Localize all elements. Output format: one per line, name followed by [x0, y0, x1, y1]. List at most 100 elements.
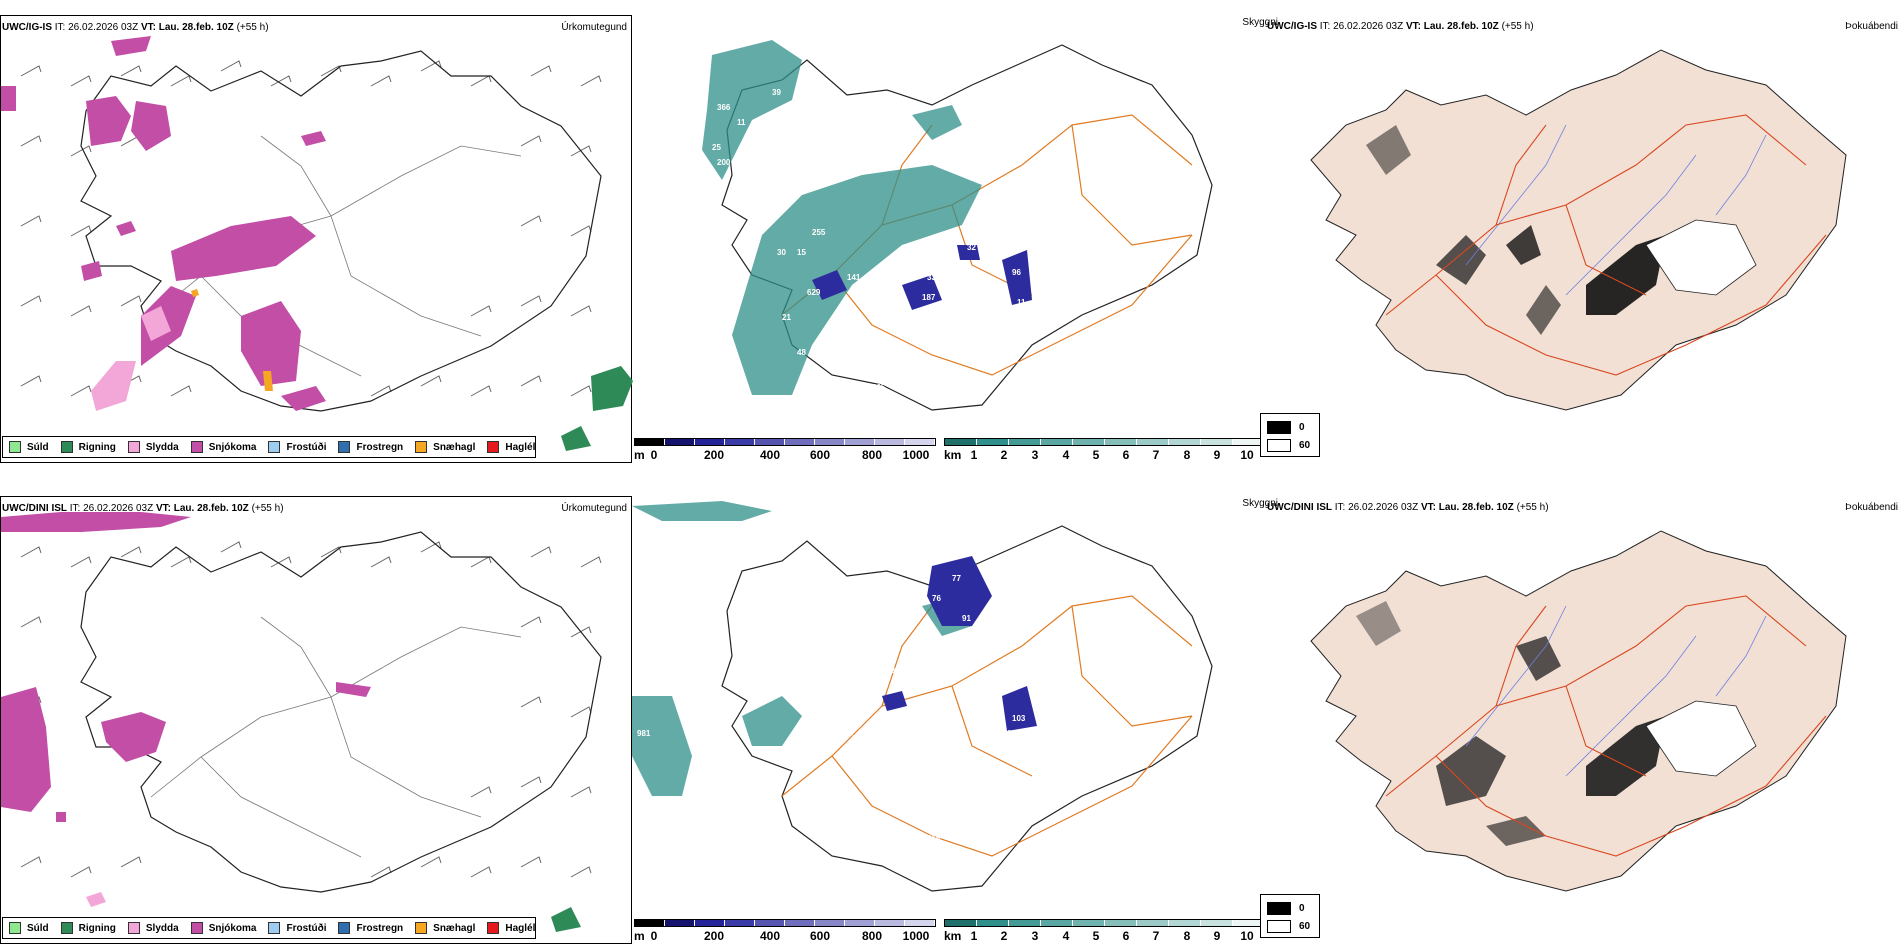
colorbar-tick: 5 [1092, 929, 1100, 943]
legend-item: Snæhagl [415, 441, 475, 453]
legend-label: Snæhagl [433, 922, 476, 934]
cloud-teal-areas [702, 40, 982, 395]
sleet-areas [91, 306, 171, 411]
colorbar-tick: 600 [809, 448, 831, 462]
panel-type-label: Úrkomutegund [561, 503, 627, 514]
legend-item: Frostregn [338, 441, 403, 453]
cloud-label: 141 [872, 278, 886, 287]
legend-swatch [60, 441, 73, 453]
cloud-map-row2: 255 77 76 91 204 63 117 186 103 66 205 2… [632, 501, 1213, 892]
colorbar-tick: 600 [809, 929, 831, 943]
legend-item: Haglél [487, 441, 535, 453]
legend-swatch [1267, 439, 1291, 452]
legend-item: Snæhagl [415, 922, 475, 934]
it-label: IT: [1319, 21, 1331, 32]
colorbar-scale [944, 438, 1266, 446]
legend-label: Haglél [505, 441, 536, 453]
cloud-label: 39 [772, 88, 781, 97]
panel-title: UWC/DINI ISL IT: 26.02.2026 03Z VT: Lau.… [1267, 502, 1549, 513]
cloud-label: 255 [812, 228, 826, 237]
cloud-label: 366 [717, 103, 731, 112]
it-value: 26.02.2026 03Z [83, 503, 154, 514]
it-label: IT: [69, 503, 81, 514]
panel-title: UWC/IG-IS IT: 26.02.2026 03Z VT: Lau. 28… [2, 22, 269, 33]
model-name: UWC/DINI ISL [1267, 502, 1332, 513]
cloud-label: 29 [977, 729, 986, 738]
legend-label: Slydda [145, 441, 179, 453]
cloud-label: 25 [742, 143, 751, 152]
legend-label: 60 [1299, 440, 1311, 451]
road-network [781, 114, 1193, 376]
vt-value: Lau. 28.feb. 10Z [173, 503, 249, 514]
legend-swatch [415, 441, 428, 453]
legend-swatch [487, 441, 500, 453]
model-name: UWC/IG-IS [2, 22, 52, 33]
it-label: IT: [1334, 502, 1346, 513]
colorbar-tick: 400 [759, 448, 781, 462]
snow-pellet-areas [191, 289, 273, 391]
colorbar-tick: 800 [861, 448, 883, 462]
cloud-base-colorbar: m 0 200 400 600 800 1000 [634, 919, 936, 943]
rivers [1465, 124, 1767, 296]
cloud-label: 186 [927, 729, 941, 738]
cloud-label: 107 [932, 393, 946, 402]
legend-label: Snjókoma [208, 922, 257, 934]
land-area [1310, 49, 1847, 411]
panel-type-label: Þokuábendi [1845, 502, 1898, 513]
legend-label: Súld [27, 922, 49, 934]
legend-item: Snjókoma [190, 441, 256, 453]
cloud-label: 204 [882, 667, 896, 676]
rain-areas [561, 366, 633, 451]
coastline [721, 525, 1213, 892]
legend-item: Súld [9, 922, 49, 934]
legend-swatch [268, 441, 281, 453]
precip-type-legend: Súld Rigning Slydda Snjókoma Frostúði Fr… [2, 917, 536, 939]
colorbar-tick: 4 [1062, 448, 1070, 462]
snow-areas [1, 512, 371, 822]
vt-label: VT: [1420, 502, 1436, 513]
coastline [80, 50, 602, 412]
legend-item: Frostúði [268, 922, 326, 934]
cloud-label: 117 [937, 699, 950, 708]
it-value: 26.02.2026 03Z [1348, 502, 1419, 513]
fog-dark-areas [1356, 601, 1666, 846]
cloud-label: 265 [872, 383, 886, 392]
colorbar-tick: 200 [703, 929, 725, 943]
colorbar-tick: 1000 [902, 448, 930, 462]
legend-swatch [268, 922, 281, 934]
cloud-label: 991 [902, 348, 916, 357]
colorbar-tick: 6 [1122, 929, 1130, 943]
panel-type-label: Skyggni [1242, 17, 1278, 28]
panel-title: UWC/IG-IS IT: 26.02.2026 03Z VT: Lau. 28… [1267, 21, 1534, 32]
legend-swatch [415, 922, 428, 934]
panel-type-label: Úrkomutegund [561, 22, 627, 33]
colorbar-tick: 3 [1031, 448, 1039, 462]
colorbar-tick: 9 [1213, 929, 1221, 943]
colorbar-scale [634, 919, 936, 927]
vt-value: Lau. 28.feb. 10Z [158, 22, 234, 33]
fog-legend: 0 60 [1260, 413, 1320, 457]
colorbar-tick: 6 [1122, 448, 1130, 462]
cloud-base-colorbar: m 0 200 400 600 800 1000 [634, 438, 936, 462]
cloud-label: 255 [767, 547, 781, 556]
legend-item: Rigning [60, 922, 116, 934]
legend-item: Slydda [127, 922, 179, 934]
precip-type-panel-row2: UWC/DINI ISL IT: 26.02.2026 03Z VT: Lau.… [0, 496, 632, 944]
cloud-label: 75 [837, 704, 846, 713]
legend-item: Slydda [127, 441, 179, 453]
model-name: UWC/IG-IS [1267, 21, 1317, 32]
fog-legend: 0 60 [1260, 894, 1320, 938]
legend-label: Frostúði [286, 922, 327, 934]
cloud-label: 76 [932, 594, 941, 603]
cloud-label: 629 [807, 288, 821, 297]
colorbar-tick: 5 [1092, 448, 1100, 462]
precip-type-panel-row1: UWC/IG-IS IT: 26.02.2026 03Z VT: Lau. 28… [0, 15, 633, 463]
cloud-visibility-panel-row1: 39 366 11 25 25 130 200 255 15 30 141 14… [632, 15, 1278, 463]
cloud-label: 32 [967, 243, 976, 252]
cloud-visibility-panel-row2: 255 77 76 91 204 63 117 186 103 66 205 2… [632, 496, 1278, 944]
panel-title: UWC/DINI ISL IT: 26.02.2026 03Z VT: Lau.… [2, 503, 284, 514]
cloud-label: 63 [840, 689, 849, 698]
fog-indicator-panel-row2: UWC/DINI ISL IT: 26.02.2026 03Z VT: Lau.… [1260, 496, 1900, 944]
vt-value: Lau. 28.feb. 10Z [1423, 21, 1499, 32]
cloud-label: 333 [927, 273, 941, 282]
